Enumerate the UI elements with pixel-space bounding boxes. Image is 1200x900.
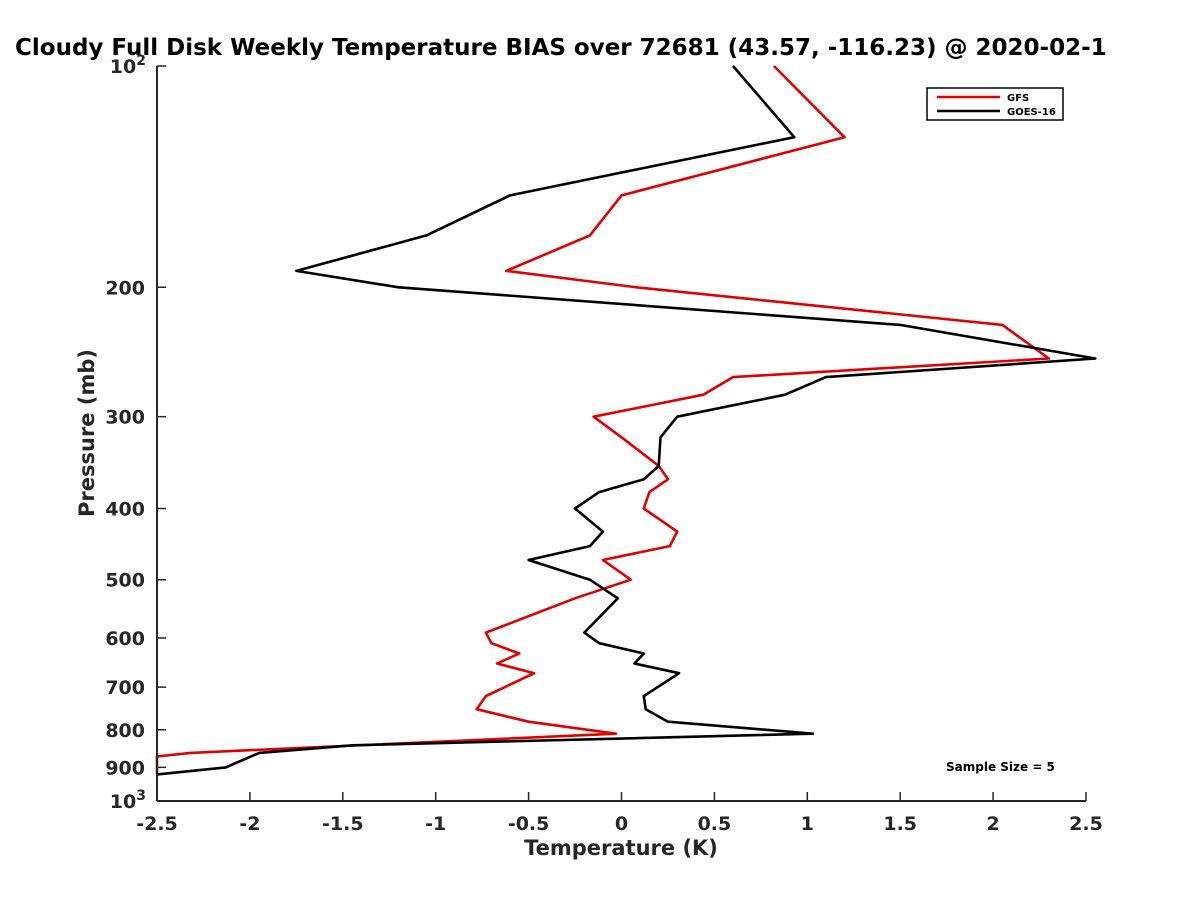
sample-size-annotation: Sample Size = 5 xyxy=(946,760,1055,774)
x-tick-label: 2 xyxy=(986,813,999,835)
y-tick-label: 700 xyxy=(105,677,145,699)
series-line-gfs xyxy=(155,65,1051,775)
legend-label-gfs: GFS xyxy=(1007,93,1029,104)
y-tick-label: 300 xyxy=(105,407,145,429)
x-ticks: -2.5 -2 -1.5 -1 -0.5 0 0.5 1 1.5 2 2.5 xyxy=(136,792,1103,835)
y-tick-label: 102 xyxy=(110,53,146,78)
y-tick-label: 500 xyxy=(105,570,145,592)
y-ticks: 102 200 300 400 500 600 700 800 900 103 xyxy=(105,53,166,813)
y-tick-label: 103 xyxy=(110,788,146,813)
x-tick-label: -1.5 xyxy=(322,813,364,835)
series-line-goes16 xyxy=(156,65,1097,776)
y-axis-label: Pressure (mb) xyxy=(75,349,99,517)
legend: GFS GOES-16 xyxy=(926,87,1064,121)
x-tick-label: 1.5 xyxy=(883,813,917,835)
axes xyxy=(156,66,1086,802)
x-tick-label: -2.5 xyxy=(136,813,178,835)
y-tick-label: 800 xyxy=(105,720,145,742)
x-tick-label: -2 xyxy=(239,813,260,835)
plot-lines xyxy=(155,65,1097,776)
y-tick-label: 200 xyxy=(105,277,145,299)
x-tick-label: -0.5 xyxy=(508,813,550,835)
x-tick-label: 0.5 xyxy=(698,813,732,835)
legend-label-goes16: GOES-16 xyxy=(1007,107,1056,118)
x-tick-label: 1 xyxy=(801,813,814,835)
chart-title: Cloudy Full Disk Weekly Temperature BIAS… xyxy=(15,35,1107,61)
x-tick-label: 2.5 xyxy=(1069,813,1103,835)
x-axis-label: Temperature (K) xyxy=(524,836,718,860)
legend-box xyxy=(926,87,1064,121)
x-tick-label: 0 xyxy=(615,813,628,835)
y-tick-label: 900 xyxy=(105,757,145,779)
y-tick-label: 600 xyxy=(105,628,145,650)
y-tick-label: 400 xyxy=(105,499,145,521)
x-tick-label: -1 xyxy=(425,813,446,835)
